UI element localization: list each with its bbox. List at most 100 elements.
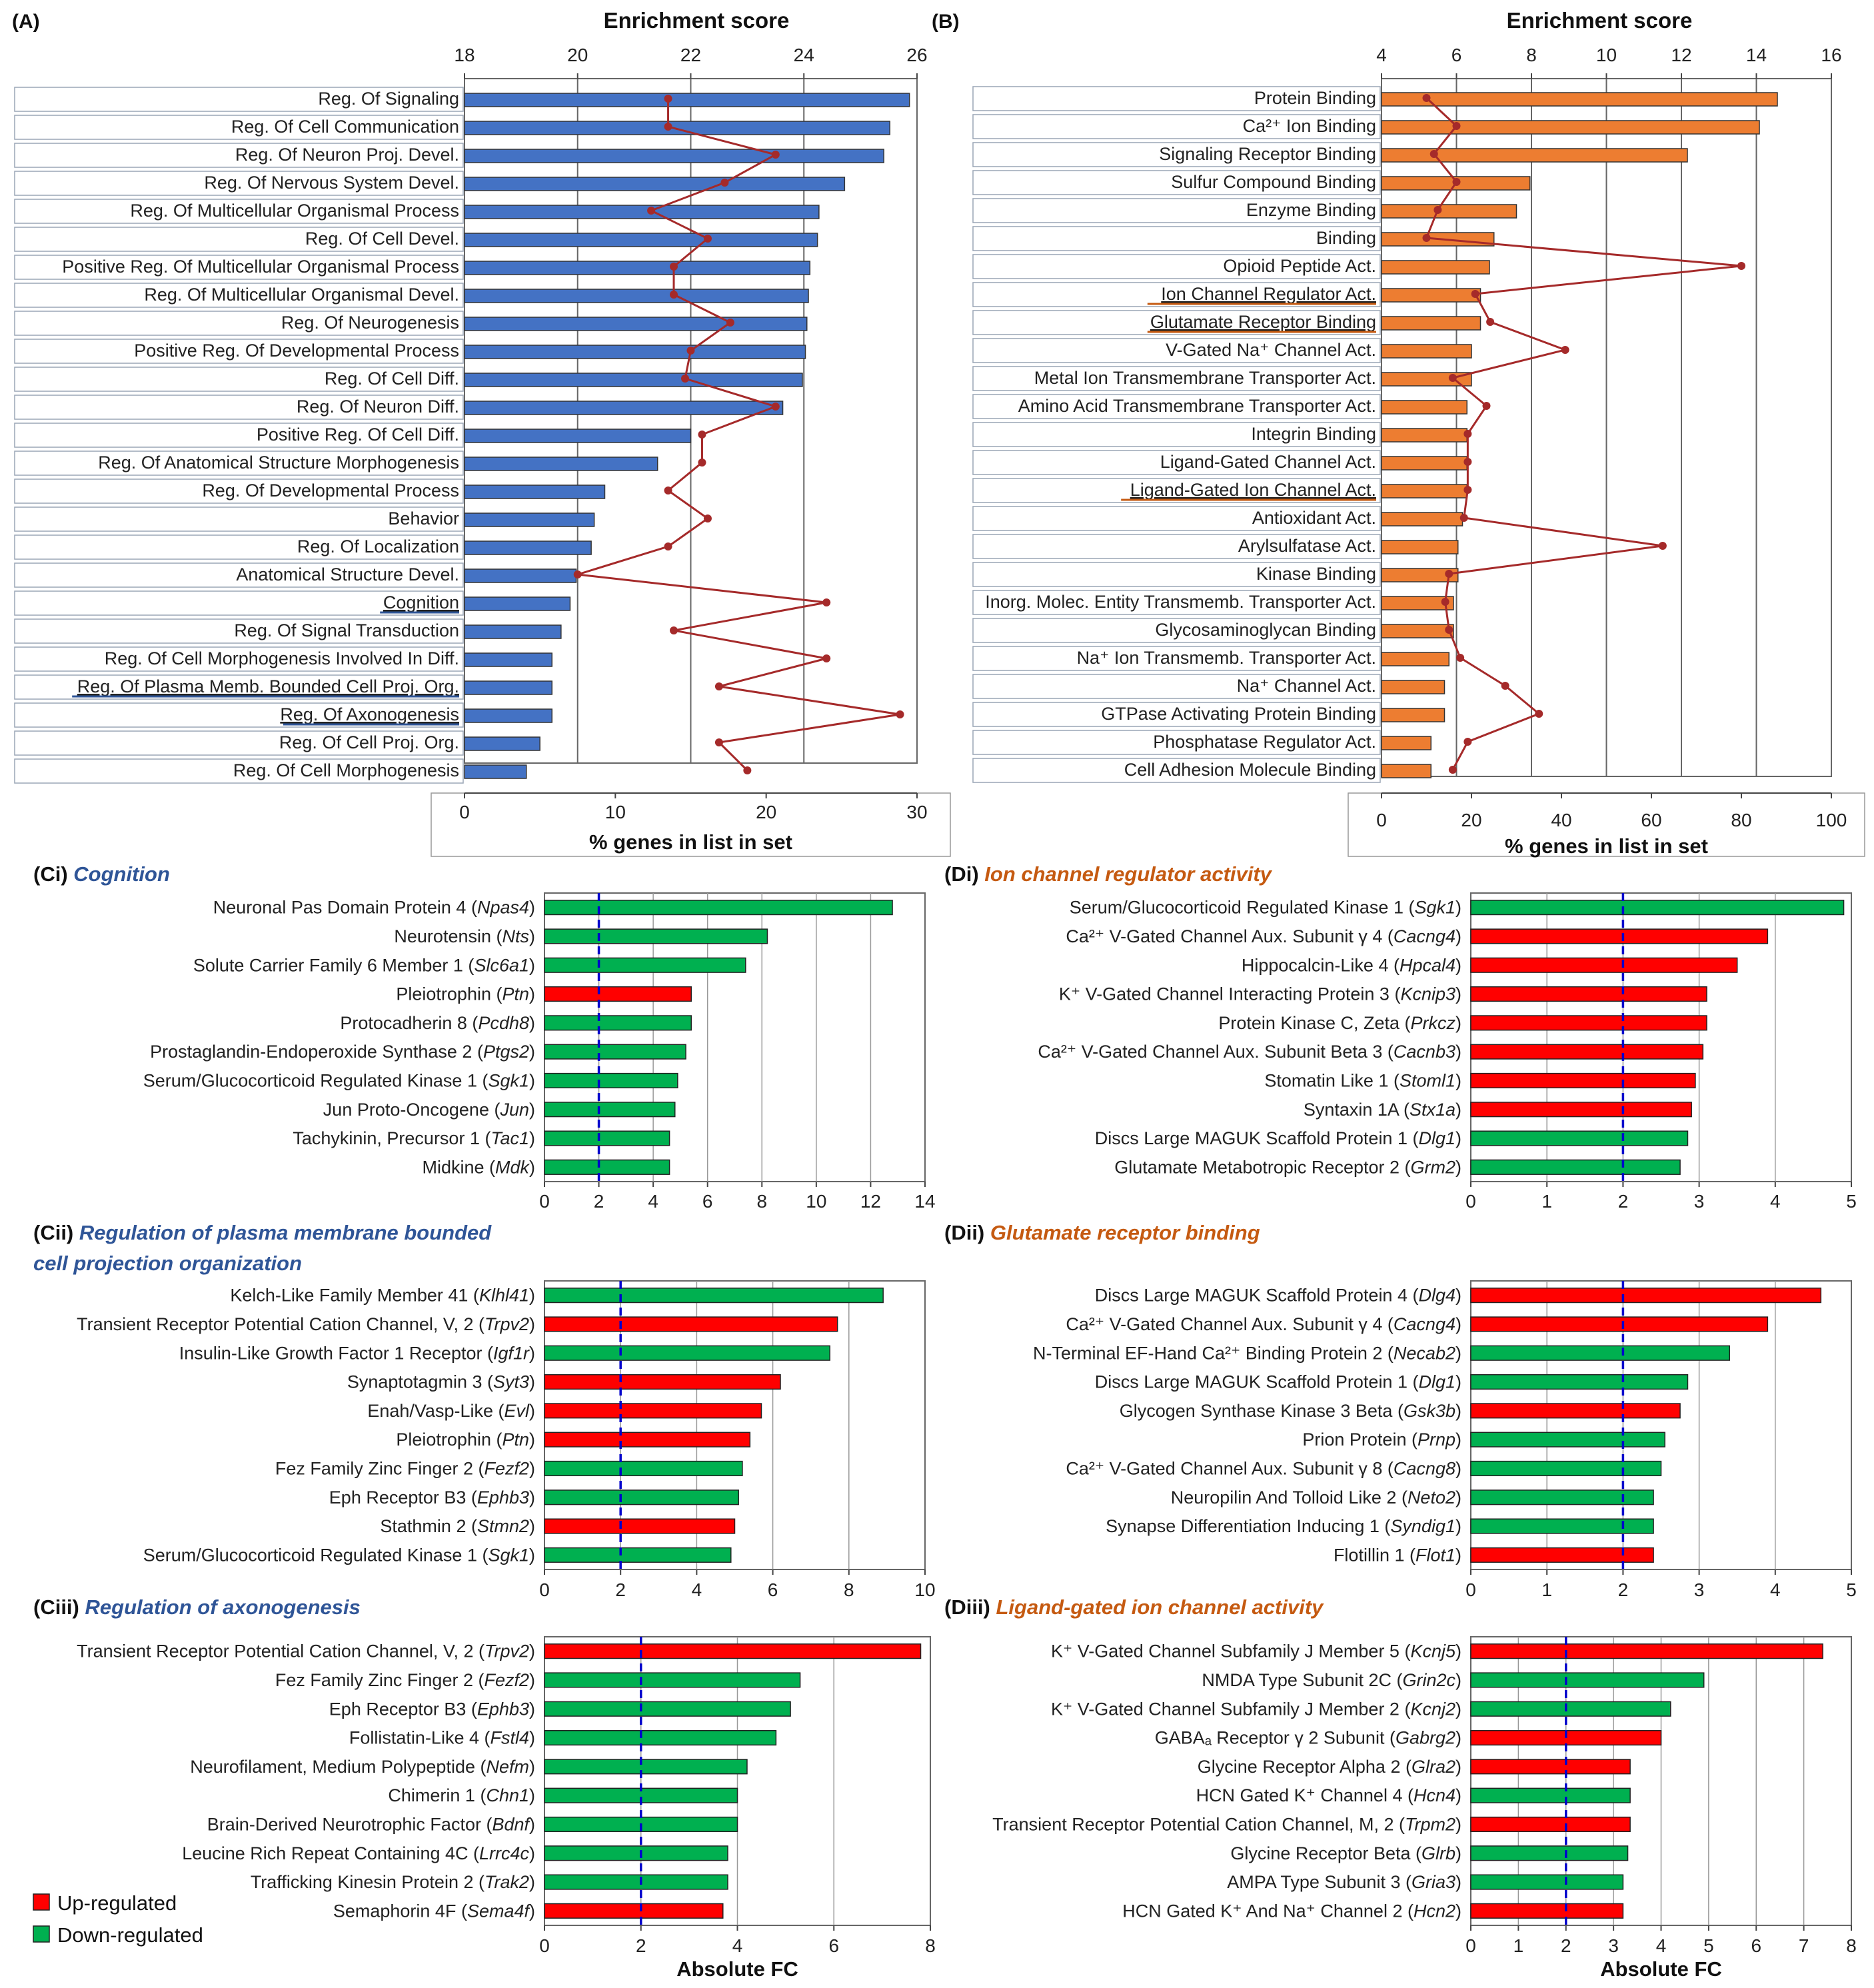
enrichment-point	[1459, 514, 1468, 522]
gene-paren: )	[529, 1488, 535, 1507]
bar	[1470, 1672, 1705, 1688]
bar	[544, 957, 746, 973]
gene-label: NMDA Type Subunit 2C (Grin2c)	[1202, 1670, 1461, 1690]
gene-symbol: Stmn2	[477, 1516, 529, 1536]
gene-name: Prion Protein (	[1302, 1430, 1417, 1450]
category-box	[972, 394, 1381, 419]
bar	[544, 900, 893, 916]
gene-label: HCN Gated K⁺ And Na⁺ Channel 2 (Hcn2)	[1122, 1901, 1461, 1921]
bottom-tick-label: 0	[459, 802, 470, 822]
category-label: GTPase Activating Protein Binding	[1101, 704, 1376, 724]
gene-name: HCN Gated K⁺ Channel 4 (	[1196, 1785, 1413, 1805]
gene-symbol: Prnp	[1417, 1430, 1455, 1450]
category-label: Integrin Binding	[1251, 424, 1376, 444]
gene-label: Pleiotrophin (Ptn)	[396, 1430, 535, 1450]
category-label: Positive Reg. Of Developmental Process	[134, 341, 459, 361]
gene-label: K⁺ V-Gated Channel Subfamily J Member 2 …	[1051, 1699, 1461, 1719]
category-box	[14, 367, 464, 392]
gene-name: Neurotensin (	[394, 926, 502, 946]
gene-symbol: Slc6a1	[474, 955, 529, 975]
bar	[1381, 708, 1445, 722]
bar	[1381, 288, 1481, 303]
bar	[1470, 928, 1769, 944]
gene-symbol: Kcnj5	[1410, 1641, 1456, 1661]
tick-label: 6	[828, 1935, 839, 1956]
gene-paren: )	[529, 1757, 535, 1777]
gene-name: Ca²⁺ V-Gated Channel Aux. Subunit γ 8 (	[1066, 1458, 1394, 1478]
gene-paren: )	[1455, 1372, 1461, 1392]
bar	[1470, 1490, 1654, 1505]
gene-label: Ca²⁺ V-Gated Channel Aux. Subunit γ 4 (C…	[1066, 1314, 1461, 1334]
category-box	[14, 283, 464, 308]
category-label: Reg. Of Developmental Process	[202, 481, 459, 500]
bar	[1470, 1903, 1624, 1919]
enrichment-point	[714, 682, 723, 690]
bar	[1470, 1874, 1624, 1890]
category-box	[14, 115, 464, 140]
category-box	[972, 282, 1381, 307]
enrichment-point	[1561, 346, 1569, 354]
bar	[544, 1845, 728, 1861]
category-box	[972, 590, 1381, 615]
gene-symbol: Flot1	[1415, 1545, 1455, 1565]
category-box	[14, 143, 464, 168]
gene-label: Transient Receptor Potential Cation Chan…	[992, 1814, 1461, 1834]
panel-label: (Ciii)	[33, 1595, 85, 1619]
gene-label: HCN Gated K⁺ Channel 4 (Hcn4)	[1196, 1785, 1461, 1805]
gene-symbol: Sgk1	[488, 1070, 529, 1090]
enrichment-point	[714, 738, 723, 746]
bar	[544, 1672, 801, 1688]
gene-label: Neuropilin And Tolloid Like 2 (Neto2)	[1171, 1488, 1461, 1507]
category-box	[14, 534, 464, 560]
bar	[464, 233, 818, 247]
gene-paren: )	[529, 1699, 535, 1719]
tick-label: 1	[1541, 1191, 1552, 1212]
gene-paren: )	[529, 1286, 535, 1306]
bar	[544, 1759, 748, 1775]
tick-label: 4	[1770, 1191, 1781, 1212]
enrichment-point	[1433, 206, 1442, 214]
bar	[1381, 484, 1467, 498]
panel-title: (Diii) Ligand-gated ion channel activity	[944, 1595, 1324, 1619]
gene-paren: )	[1455, 1728, 1461, 1748]
gene-label: Leucine Rich Repeat Containing 4C (Lrrc4…	[182, 1843, 535, 1863]
enrichment-point	[896, 710, 904, 718]
gene-paren: )	[1455, 1458, 1461, 1478]
bar	[464, 736, 540, 751]
gene-symbol: Chn1	[486, 1785, 529, 1805]
enrichment-point	[1501, 682, 1509, 690]
gene-label: Fez Family Zinc Finger 2 (Fezf2)	[275, 1458, 535, 1478]
tick-label: 10	[914, 1579, 935, 1600]
gene-name: Leucine Rich Repeat Containing 4C (	[182, 1843, 479, 1863]
gene-label: Neurotensin (Nts)	[394, 926, 535, 946]
category-label: Na⁺ Channel Act.	[1237, 676, 1376, 696]
gene-symbol: Ptn	[502, 1430, 529, 1450]
bar	[1381, 344, 1472, 359]
bar	[544, 1874, 728, 1890]
category-box	[14, 479, 464, 504]
bottom-axis-title: % genes in list in set	[1505, 834, 1708, 858]
enrichment-point	[1463, 458, 1472, 466]
category-box	[14, 730, 464, 756]
enrichment-point	[1737, 262, 1745, 270]
category-label: Reg. Of Cell Morphogenesis Involved In D…	[105, 648, 459, 668]
bar	[1381, 652, 1449, 666]
panel-Ci: (Ci) Cognition 0 2 4 6 8 10 12 14 Neuronal Pas Do…	[33, 862, 936, 1212]
legend: Up-regulated Down-regulated	[33, 1891, 203, 1947]
enrichment-point	[1422, 234, 1431, 242]
category-label: Antioxidant Act.	[1252, 508, 1376, 528]
gene-paren: )	[529, 1872, 535, 1892]
tick-label: 5	[1846, 1191, 1857, 1212]
bar	[544, 1490, 739, 1505]
gene-symbol: Syndig1	[1390, 1516, 1455, 1536]
category-box	[972, 142, 1381, 167]
gene-paren: )	[529, 926, 535, 946]
bar	[1381, 456, 1467, 471]
bottom-axis-title: % genes in list in set	[589, 830, 792, 854]
category-box	[972, 366, 1381, 391]
gene-label: Solute Carrier Family 6 Member 1 (Slc6a1…	[193, 955, 535, 975]
gene-symbol: Gsk3b	[1404, 1401, 1455, 1421]
gene-name: K⁺ V-Gated Channel Interacting Protein 3…	[1059, 984, 1401, 1004]
gene-label: AMPA Type Subunit 3 (Gria3)	[1227, 1872, 1461, 1892]
bar	[1381, 736, 1431, 750]
